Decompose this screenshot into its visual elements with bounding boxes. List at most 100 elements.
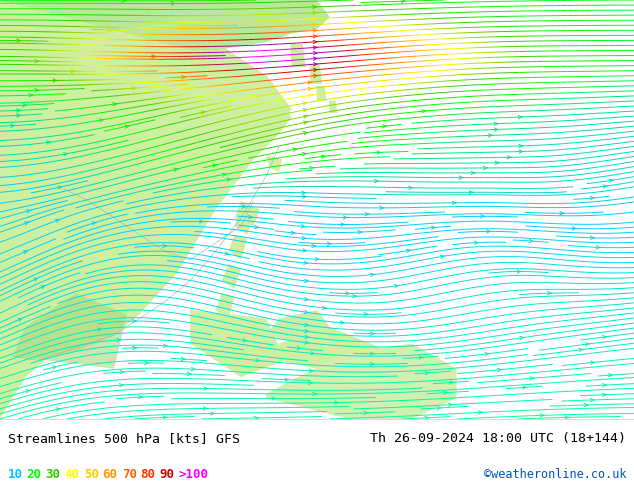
FancyArrowPatch shape xyxy=(450,381,454,384)
FancyArrowPatch shape xyxy=(422,110,426,113)
FancyArrowPatch shape xyxy=(321,155,326,158)
FancyArrowPatch shape xyxy=(548,292,552,295)
FancyArrowPatch shape xyxy=(210,412,215,415)
FancyArrowPatch shape xyxy=(597,245,600,249)
FancyArrowPatch shape xyxy=(182,24,186,27)
FancyArrowPatch shape xyxy=(204,387,208,390)
FancyArrowPatch shape xyxy=(164,344,167,347)
FancyArrowPatch shape xyxy=(609,179,613,182)
FancyArrowPatch shape xyxy=(304,261,308,265)
FancyArrowPatch shape xyxy=(305,335,309,339)
FancyArrowPatch shape xyxy=(181,357,186,361)
FancyArrowPatch shape xyxy=(483,166,488,170)
FancyArrowPatch shape xyxy=(46,141,51,144)
FancyArrowPatch shape xyxy=(364,411,368,415)
FancyArrowPatch shape xyxy=(590,398,595,402)
FancyArrowPatch shape xyxy=(29,94,33,97)
FancyArrowPatch shape xyxy=(16,39,21,42)
FancyArrowPatch shape xyxy=(293,148,297,151)
FancyArrowPatch shape xyxy=(573,227,576,230)
FancyArrowPatch shape xyxy=(452,201,456,204)
Polygon shape xyxy=(266,310,330,343)
FancyArrowPatch shape xyxy=(394,285,399,288)
FancyArrowPatch shape xyxy=(401,0,406,3)
FancyArrowPatch shape xyxy=(313,5,317,9)
Polygon shape xyxy=(235,201,260,226)
FancyArrowPatch shape xyxy=(308,381,313,385)
FancyArrowPatch shape xyxy=(256,359,260,362)
FancyArrowPatch shape xyxy=(304,115,308,118)
FancyArrowPatch shape xyxy=(291,231,295,234)
FancyArrowPatch shape xyxy=(145,361,149,365)
Polygon shape xyxy=(279,327,380,377)
FancyArrowPatch shape xyxy=(71,70,75,73)
FancyArrowPatch shape xyxy=(591,361,595,364)
FancyArrowPatch shape xyxy=(125,125,129,128)
FancyArrowPatch shape xyxy=(409,186,413,190)
FancyArrowPatch shape xyxy=(602,393,607,396)
FancyArrowPatch shape xyxy=(56,408,61,411)
FancyArrowPatch shape xyxy=(380,206,384,210)
FancyArrowPatch shape xyxy=(35,89,39,92)
FancyArrowPatch shape xyxy=(406,249,411,252)
FancyArrowPatch shape xyxy=(377,151,381,154)
FancyArrowPatch shape xyxy=(440,255,445,258)
FancyArrowPatch shape xyxy=(203,407,207,410)
FancyArrowPatch shape xyxy=(301,225,306,228)
FancyArrowPatch shape xyxy=(302,237,306,240)
Text: 50: 50 xyxy=(84,468,99,481)
FancyArrowPatch shape xyxy=(55,219,60,222)
Polygon shape xyxy=(266,155,282,172)
FancyArrowPatch shape xyxy=(23,103,27,107)
Text: 90: 90 xyxy=(160,468,175,481)
FancyArrowPatch shape xyxy=(519,150,523,153)
Text: >100: >100 xyxy=(179,468,209,481)
FancyArrowPatch shape xyxy=(315,258,320,261)
FancyArrowPatch shape xyxy=(113,102,117,106)
FancyArrowPatch shape xyxy=(487,230,491,233)
FancyArrowPatch shape xyxy=(471,171,476,174)
FancyArrowPatch shape xyxy=(485,352,489,356)
FancyArrowPatch shape xyxy=(16,109,21,112)
FancyArrowPatch shape xyxy=(498,368,502,371)
Text: Th 26-09-2024 18:00 UTC (18+144): Th 26-09-2024 18:00 UTC (18+144) xyxy=(370,432,626,445)
FancyArrowPatch shape xyxy=(243,339,247,342)
FancyArrowPatch shape xyxy=(518,116,522,119)
Text: Streamlines 500 hPa [kts] GFS: Streamlines 500 hPa [kts] GFS xyxy=(8,432,240,445)
FancyArrowPatch shape xyxy=(590,236,595,240)
FancyArrowPatch shape xyxy=(313,23,317,26)
FancyArrowPatch shape xyxy=(309,166,314,170)
FancyArrowPatch shape xyxy=(25,222,29,225)
FancyArrowPatch shape xyxy=(187,372,191,376)
FancyArrowPatch shape xyxy=(297,346,302,350)
FancyArrowPatch shape xyxy=(313,29,318,32)
FancyArrowPatch shape xyxy=(520,336,524,340)
FancyArrowPatch shape xyxy=(304,310,309,314)
FancyArrowPatch shape xyxy=(304,297,309,301)
FancyArrowPatch shape xyxy=(519,144,523,147)
FancyArrowPatch shape xyxy=(431,226,436,229)
FancyArrowPatch shape xyxy=(474,241,479,245)
FancyArrowPatch shape xyxy=(311,351,315,355)
FancyArrowPatch shape xyxy=(425,371,429,375)
FancyArrowPatch shape xyxy=(459,176,463,179)
FancyArrowPatch shape xyxy=(585,403,588,407)
FancyArrowPatch shape xyxy=(163,244,167,247)
FancyArrowPatch shape xyxy=(302,152,307,156)
FancyArrowPatch shape xyxy=(100,119,104,122)
FancyArrowPatch shape xyxy=(132,87,136,90)
FancyArrowPatch shape xyxy=(365,213,370,216)
FancyArrowPatch shape xyxy=(138,395,143,399)
FancyArrowPatch shape xyxy=(307,81,312,84)
Polygon shape xyxy=(13,293,127,368)
FancyArrowPatch shape xyxy=(225,252,230,255)
Text: 10: 10 xyxy=(8,468,23,481)
FancyArrowPatch shape xyxy=(304,132,308,135)
FancyArrowPatch shape xyxy=(488,134,493,137)
FancyArrowPatch shape xyxy=(212,164,217,167)
FancyArrowPatch shape xyxy=(18,318,22,321)
Text: ©weatheronline.co.uk: ©weatheronline.co.uk xyxy=(484,468,626,481)
FancyArrowPatch shape xyxy=(254,225,259,229)
FancyArrowPatch shape xyxy=(41,286,45,289)
FancyArrowPatch shape xyxy=(530,377,534,380)
